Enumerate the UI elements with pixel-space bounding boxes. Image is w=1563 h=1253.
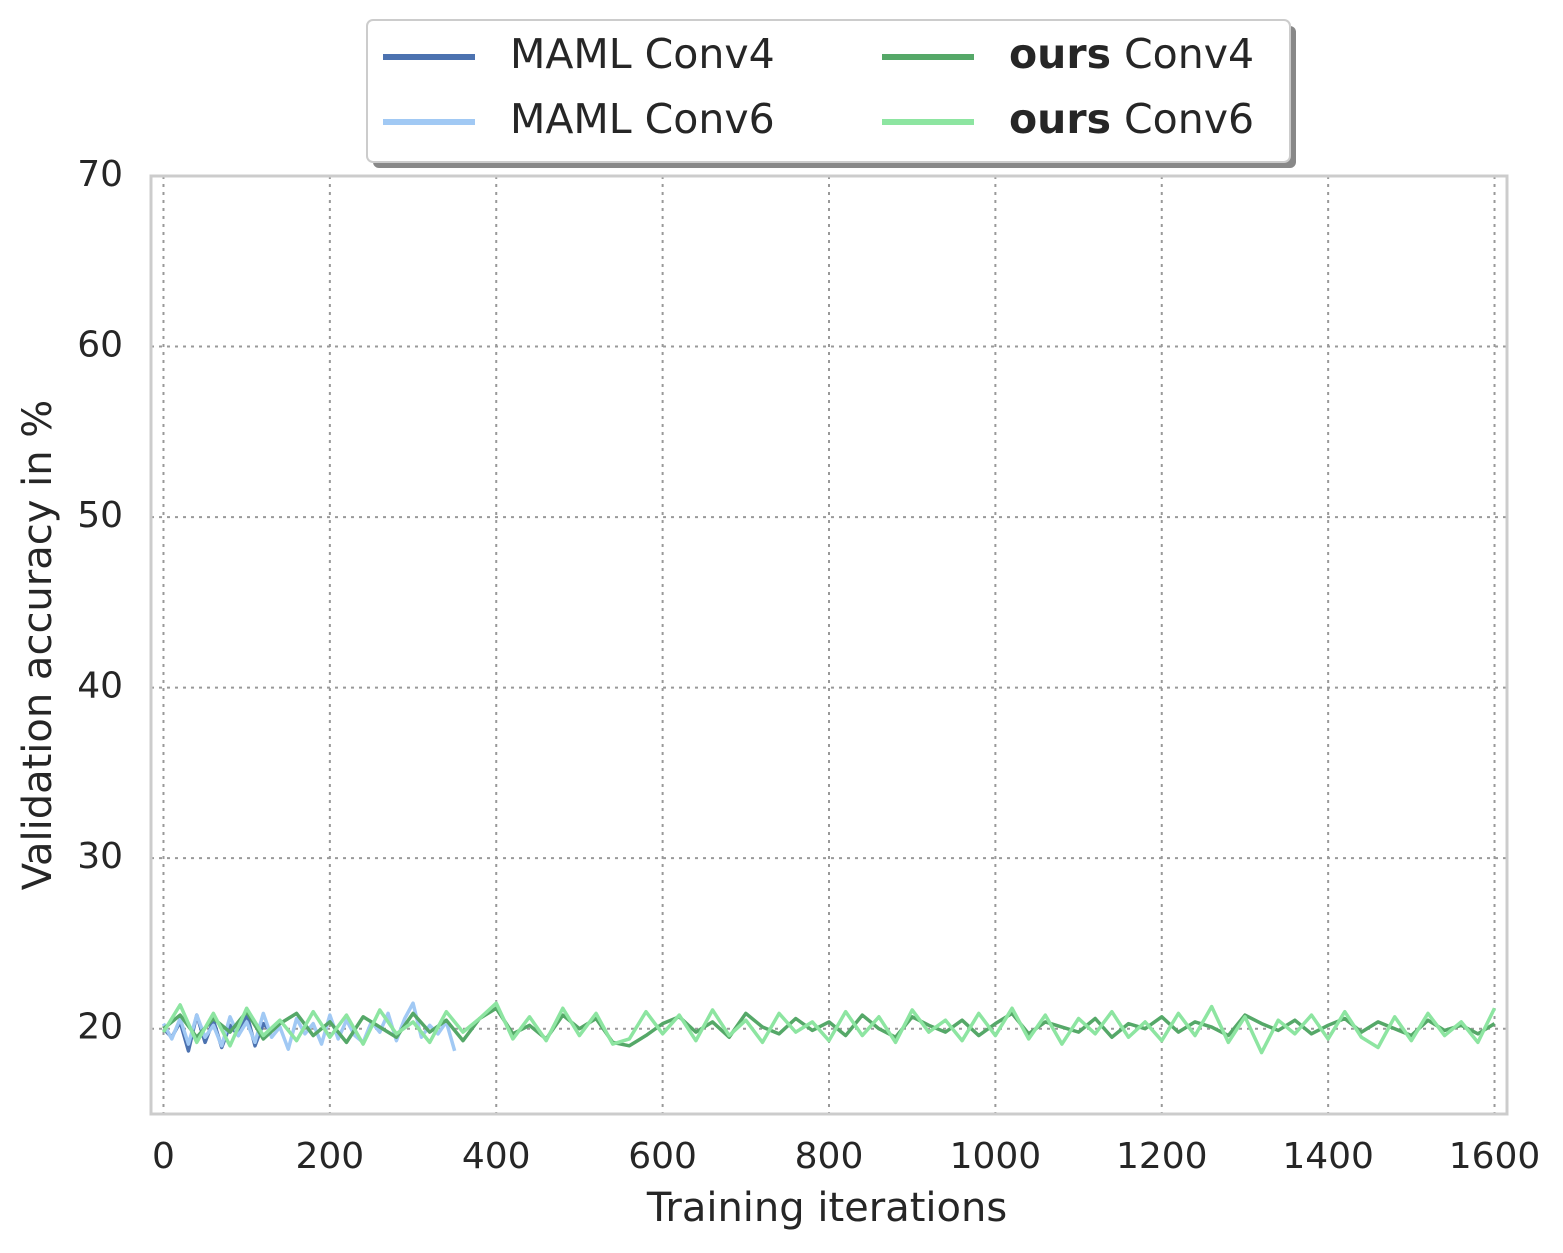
x-tick-label: 200 (295, 1136, 364, 1177)
plot-background (151, 176, 1507, 1114)
y-tick-label: 30 (77, 836, 123, 877)
x-tick-label: 1200 (1116, 1136, 1208, 1177)
x-tick-label: 0 (152, 1136, 175, 1177)
legend: MAML Conv4 MAML Conv6 ours Conv4 ours Conv6 (366, 19, 1296, 168)
legend-label: ours Conv6 (1009, 95, 1254, 143)
x-tick-label: 400 (462, 1136, 531, 1177)
y-tick-label: 60 (77, 325, 123, 366)
x-tick-label: 600 (628, 1136, 697, 1177)
legend-label: MAML Conv6 (510, 95, 775, 143)
x-tick-label: 1600 (1449, 1136, 1541, 1177)
x-tick-label: 1000 (950, 1136, 1042, 1177)
x-tick-label: 1400 (1282, 1136, 1374, 1177)
legend-label: ours Conv4 (1009, 30, 1254, 78)
x-axis-label: Training iterations (646, 1185, 1007, 1231)
y-tick-label: 40 (77, 666, 123, 707)
line-series (161, 1001, 1497, 1055)
legend-label: MAML Conv4 (510, 30, 775, 78)
y-tick-label: 20 (77, 1007, 123, 1048)
y-axis-label: Validation accuracy in % (15, 400, 61, 891)
y-tick-label: 50 (77, 495, 123, 536)
legend-box (366, 19, 1291, 163)
y-tick-label: 70 (77, 154, 123, 195)
plot-frame (149, 174, 1509, 1116)
x-tick-label: 800 (795, 1136, 864, 1177)
